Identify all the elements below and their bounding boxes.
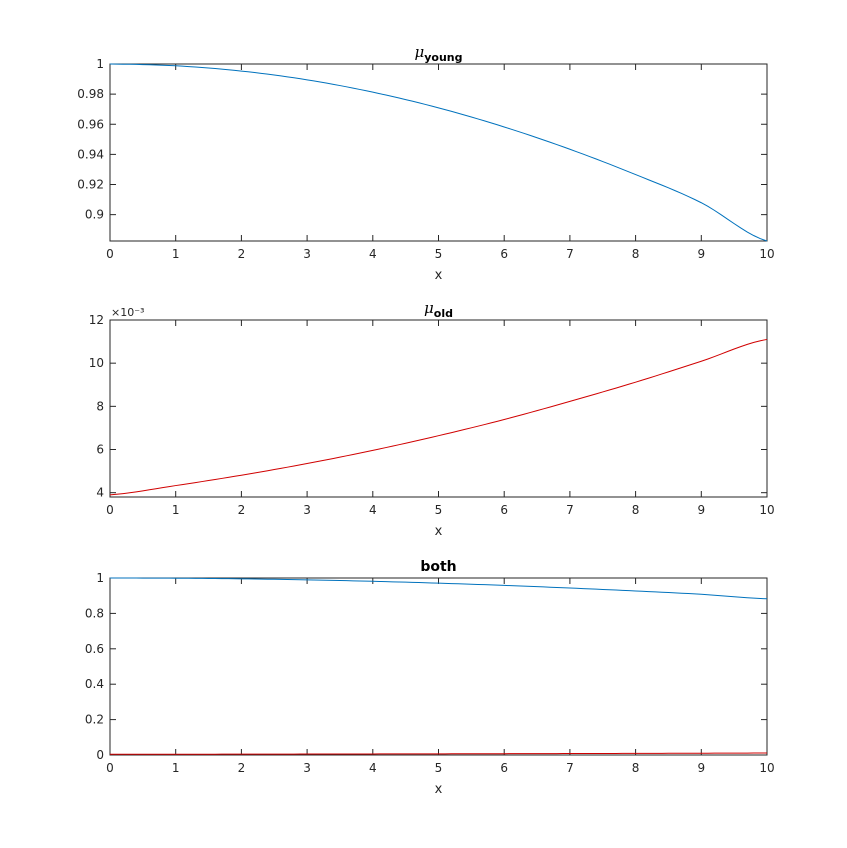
title-subscript: young <box>424 51 462 64</box>
x-tick-label: 2 <box>238 247 246 261</box>
x-tick-label: 7 <box>566 761 574 775</box>
y-tick-label: 8 <box>96 399 104 413</box>
y-tick-label: 4 <box>96 486 104 500</box>
x-tick-label: 6 <box>500 247 508 261</box>
x-tick-label: 2 <box>238 761 246 775</box>
x-tick-label: 1 <box>172 503 180 517</box>
series-line-1 <box>109 577 768 600</box>
y-tick-label: 6 <box>96 443 104 457</box>
y-tick-label: 12 <box>89 313 104 327</box>
x-tick-label: 7 <box>566 247 574 261</box>
x-tick-label: 3 <box>303 761 311 775</box>
y-tick-label: 0.8 <box>85 606 104 620</box>
x-tick-label: 5 <box>435 503 443 517</box>
x-tick-label: 6 <box>500 761 508 775</box>
x-tick-label: 10 <box>759 761 774 775</box>
x-tick-label: 10 <box>759 247 774 261</box>
x-tick-label: 5 <box>435 247 443 261</box>
x-tick-label: 4 <box>369 761 377 775</box>
plot-area-1 <box>109 63 768 242</box>
x-tick-label: 0 <box>106 761 114 775</box>
x-tick-label: 1 <box>172 247 180 261</box>
y-tick-label: 0.6 <box>85 642 104 656</box>
x-axis-label: x <box>435 268 443 283</box>
y-tick-label: 0.98 <box>77 87 104 101</box>
x-tick-label: 1 <box>172 761 180 775</box>
y-tick-label: 0 <box>96 748 104 762</box>
x-tick-label: 4 <box>369 247 377 261</box>
x-tick-label: 8 <box>632 503 640 517</box>
x-tick-label: 5 <box>435 761 443 775</box>
y-tick-label: 1 <box>96 571 104 585</box>
y-tick-label: 0.9 <box>85 208 104 222</box>
x-tick-label: 9 <box>697 247 705 261</box>
title-subscript: old <box>434 307 453 320</box>
series-line-2 <box>110 752 768 755</box>
x-tick-label: 8 <box>632 247 640 261</box>
x-tick-label: 6 <box>500 503 508 517</box>
x-tick-label: 9 <box>697 761 705 775</box>
series-line-1 <box>109 338 768 496</box>
y-tick-label: 0.2 <box>85 713 104 727</box>
x-tick-label: 2 <box>238 503 246 517</box>
x-axis-label: x <box>435 782 443 797</box>
y-exponent-label: ×10⁻³ <box>111 306 144 319</box>
chart-title: μyoung <box>414 43 462 64</box>
chart-title: both <box>420 559 456 575</box>
y-tick-label: 10 <box>89 356 104 370</box>
x-tick-label: 10 <box>759 503 774 517</box>
x-tick-label: 3 <box>303 503 311 517</box>
y-tick-label: 1 <box>96 57 104 71</box>
x-tick-label: 8 <box>632 761 640 775</box>
y-tick-label: 0.4 <box>85 677 104 691</box>
y-tick-label: 0.92 <box>77 178 104 192</box>
x-axis-label: x <box>435 524 443 539</box>
y-tick-label: 0.96 <box>77 117 104 131</box>
series-line-1 <box>109 63 768 242</box>
x-tick-label: 0 <box>106 503 114 517</box>
x-tick-label: 7 <box>566 503 574 517</box>
plot-area-2 <box>109 319 768 498</box>
y-tick-label: 0.94 <box>77 147 104 161</box>
plot-area-3 <box>109 577 768 756</box>
x-tick-label: 0 <box>106 247 114 261</box>
subplots: 0 1 2 3 4 5 6 7 8 9 100.90.920.940.960.981xμyoung0… <box>77 43 774 797</box>
chart-title: μold <box>424 299 453 320</box>
subplot-3: 0 1 2 3 4 5 6 7 8 9 10 0 0.2 0.4 0.6 0.8 1 x both <box>85 559 775 797</box>
subplot-1: 0 1 2 3 4 5 6 7 8 9 10 0.9 0.92 0.94 0.96 0.98 1 x μyoung <box>77 43 774 283</box>
x-tick-label: 9 <box>697 503 705 517</box>
title-symbol: μ <box>414 43 424 61</box>
x-tick-label: 4 <box>369 503 377 517</box>
title-symbol: μ <box>424 299 434 317</box>
x-tick-label: 3 <box>303 247 311 261</box>
